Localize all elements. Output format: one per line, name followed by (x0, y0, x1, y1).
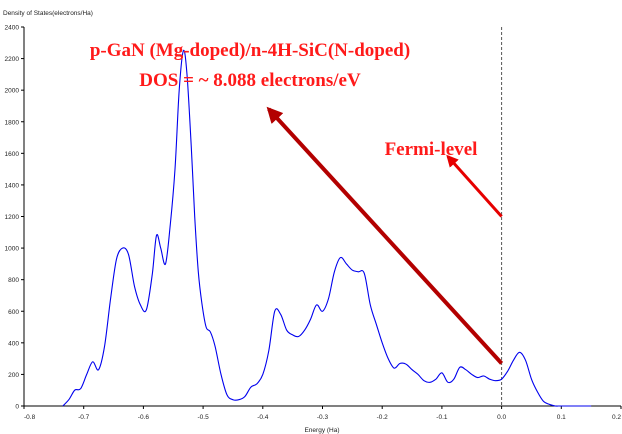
x-ticks: -0.8 -0.7 -0.6 -0.5 -0.4 -0.3 -0.2 -0.1 0.0 0.1 0.… (23, 406, 622, 421)
y-tick-label: 1000 (5, 246, 20, 253)
x-tick-label: -0.8 (24, 414, 36, 421)
y-tick-label: 1600 (5, 151, 20, 158)
y-tick-label: 0 (15, 404, 19, 411)
x-tick-label: -0.7 (78, 414, 90, 421)
y-tick-label: 600 (8, 309, 19, 316)
x-tick-label: -0.1 (436, 414, 448, 421)
y-axis-label: Density of States(electrons/Ha) (3, 10, 93, 17)
dos-value-annotation: DOS = ~ 8.088 electrons/eV (139, 70, 361, 91)
y-tick-label: 2000 (5, 88, 20, 95)
x-tick-label: -0.3 (317, 414, 329, 421)
x-tick-label: -0.6 (138, 414, 150, 421)
dos-series-line (62, 49, 592, 407)
y-tick-label: 1200 (5, 214, 20, 221)
y-tick-label: 2200 (5, 56, 20, 63)
y-tick-label: 1400 (5, 182, 20, 189)
y-tick-label: 400 (8, 340, 19, 347)
y-ticks: 0 200 400 600 800 1000 1200 1400 1600 1800 2000 220… (5, 25, 24, 411)
x-tick-label: 0.0 (497, 414, 506, 421)
x-tick-label: -0.4 (257, 414, 269, 421)
y-tick-label: 200 (8, 372, 19, 379)
x-tick-label: 0.1 (557, 414, 566, 421)
x-tick-label: 0.2 (612, 414, 621, 421)
dos-arrow (266, 106, 504, 365)
y-tick-label: 800 (8, 277, 19, 284)
y-tick-label: 1800 (5, 119, 20, 126)
x-axis-label: Energy (Ha) (304, 427, 339, 434)
fermi-arrow (446, 154, 503, 218)
y-tick-label: 2400 (5, 25, 20, 32)
heterojunction-annotation: p-GaN (Mg-doped)/n-4H-SiC(N-doped) (90, 40, 410, 61)
x-tick-label: -0.2 (377, 414, 389, 421)
fermi-level-annotation: Fermi-level (385, 139, 478, 160)
x-tick-label: -0.5 (197, 414, 209, 421)
